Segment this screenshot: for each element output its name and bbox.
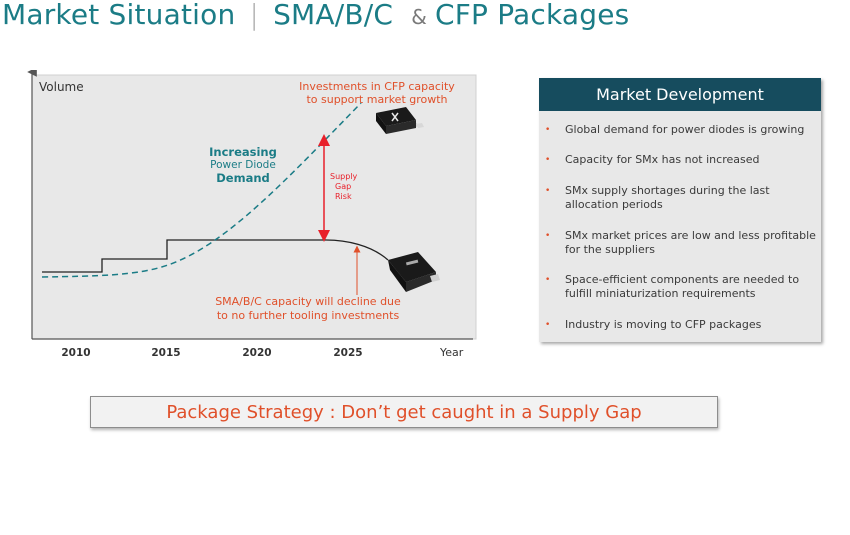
cfp-package-icon xyxy=(376,107,424,134)
page-title: Market Situation | SMA/B/C & CFP Packages xyxy=(2,0,629,31)
demand-curve xyxy=(41,102,362,278)
market-development-header: Market Development xyxy=(539,78,821,111)
market-development-panel: Market Development • Global demand for po… xyxy=(539,78,821,342)
sma-annotation-line1: SMA/B/C capacity will decline due xyxy=(215,295,401,308)
list-item: • SMx supply shortages during the last al… xyxy=(545,184,817,212)
x-axis-label: Year xyxy=(439,346,464,359)
list-item: • Industry is moving to CFP packages xyxy=(545,318,817,332)
sma-package-icon xyxy=(388,252,440,292)
title-ampersand: & xyxy=(411,5,427,29)
bullet-icon: • xyxy=(545,155,551,165)
list-item: • Capacity for SMx has not increased xyxy=(545,153,817,167)
bullet-icon: • xyxy=(545,231,551,241)
demand-label-power-diode: Power Diode xyxy=(210,159,276,171)
list-item-text: SMx market prices are low and less profi… xyxy=(565,229,816,256)
market-chart: Volume Year 2010 2015 2020 2025 Supply G… xyxy=(26,67,480,370)
gap-label-supply: Supply xyxy=(330,172,358,181)
x-tick-2020: 2020 xyxy=(242,347,271,359)
y-axis-label: Volume xyxy=(39,80,84,94)
gap-label-risk: Risk xyxy=(335,192,352,201)
list-item-text: Global demand for power diodes is growin… xyxy=(565,123,805,136)
x-tick-2010: 2010 xyxy=(61,347,90,359)
demand-label-increasing: Increasing xyxy=(209,145,277,159)
bullet-icon: • xyxy=(545,125,551,135)
list-item-text: Capacity for SMx has not increased xyxy=(565,153,760,166)
title-cfp: CFP Packages xyxy=(434,0,630,31)
gap-label-gap: Gap xyxy=(335,182,351,191)
title-separator: | xyxy=(249,0,260,31)
x-tick-2025: 2025 xyxy=(333,347,362,359)
title-market-situation: Market Situation xyxy=(2,0,236,31)
cfp-annotation-line1: Investments in CFP capacity xyxy=(299,80,455,93)
sma-capacity-line xyxy=(42,239,389,273)
list-item: • Global demand for power diodes is growi… xyxy=(545,123,817,137)
cfp-annotation-line2: to support market growth xyxy=(306,93,447,106)
bullet-icon: • xyxy=(545,320,551,330)
sma-annotation-line2: to no further tooling investments xyxy=(217,309,400,322)
bullet-icon: • xyxy=(545,275,551,285)
market-chart-svg: Volume Year 2010 2015 2020 2025 Supply G… xyxy=(27,67,477,359)
demand-label-demand: Demand xyxy=(216,171,270,185)
package-strategy-banner: Package Strategy : Don’t get caught in a… xyxy=(90,396,718,428)
list-item: • Space-efficient components are needed t… xyxy=(545,273,817,301)
x-tick-2015: 2015 xyxy=(151,347,180,359)
title-sma: SMA/B/C xyxy=(273,0,394,31)
bullet-icon: • xyxy=(545,186,551,196)
list-item-text: SMx supply shortages during the last all… xyxy=(565,184,770,211)
list-item-text: Industry is moving to CFP packages xyxy=(565,318,762,331)
list-item-text: Space-efficient components are needed to… xyxy=(565,273,800,300)
list-item: • SMx market prices are low and less prof… xyxy=(545,229,817,257)
